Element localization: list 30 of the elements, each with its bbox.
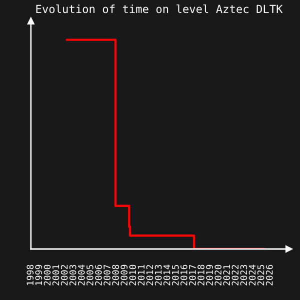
- chart-title: Evolution of time on level Aztec DLTK: [36, 4, 283, 14]
- x-tick-label: 2022: [232, 265, 239, 286]
- x-tick-label: 2001: [52, 264, 60, 286]
- x-tick-label: 2026: [266, 264, 273, 286]
- x-tick-label: 2013: [154, 264, 162, 286]
- x-tick-label: 1999: [35, 264, 42, 285]
- x-tick-label: 2009: [120, 264, 128, 286]
- x-tick-label: 2019: [206, 264, 213, 286]
- x-tick-label: 2006: [95, 264, 102, 286]
- x-tick-label: 2021: [223, 264, 230, 286]
- x-tick-label: 2002: [60, 265, 68, 286]
- x-tick-label: 2003: [69, 264, 76, 286]
- x-tick-label: 2000: [44, 264, 51, 286]
- x-tick-label: 2014: [163, 264, 170, 286]
- x-tick-label: 2024: [248, 264, 256, 286]
- x-tick-label: 2011: [138, 264, 145, 286]
- x-tick-label: 1998: [26, 264, 34, 285]
- x-tick-label: 2004: [78, 264, 85, 286]
- x-tick-label: 2020: [214, 264, 222, 286]
- x-tick-label: 2007: [104, 264, 110, 286]
- x-tick-label: 2005: [86, 265, 94, 286]
- x-tick-label: 2016: [180, 264, 188, 286]
- x-tick-label: 2012: [146, 265, 154, 286]
- x-tick-label: 2017: [189, 264, 196, 286]
- x-tick-label: 2008: [112, 264, 119, 286]
- x-tick-label: 2023: [240, 264, 248, 286]
- x-tick-label: 2018: [198, 264, 204, 286]
- x-tick-label: 2015: [172, 265, 179, 286]
- x-tick-label: 2025: [257, 265, 264, 286]
- x-tick-label: 2010: [129, 264, 136, 286]
